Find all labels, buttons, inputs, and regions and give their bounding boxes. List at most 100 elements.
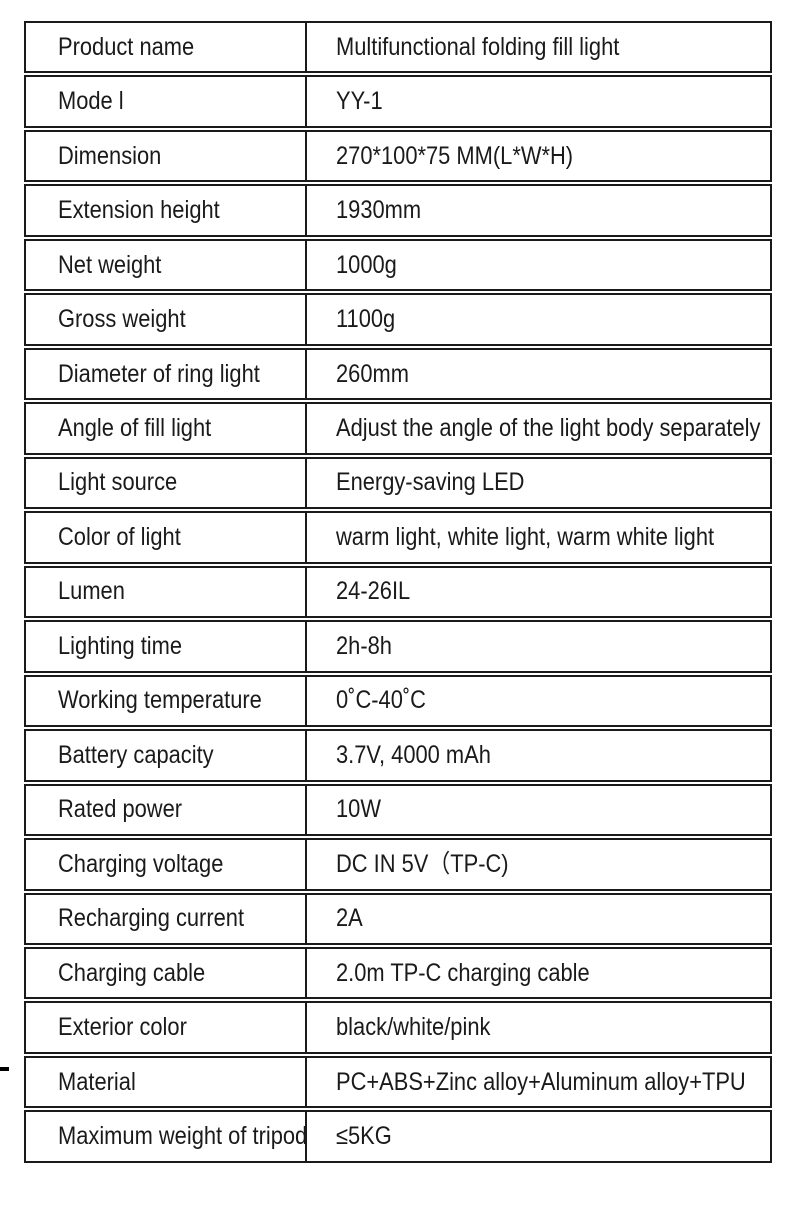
spec-label: Charging cable xyxy=(58,958,206,987)
spec-label: Mode l xyxy=(58,87,124,116)
spec-value-cell: ≤5KG xyxy=(305,1112,770,1161)
spec-value: Energy-saving LED xyxy=(336,468,525,497)
spec-value-cell: Energy-saving LED xyxy=(305,458,770,508)
spec-value: DC IN 5V（TP-C) xyxy=(336,849,509,878)
spec-value-cell: Adjust the angle of the light body separ… xyxy=(305,404,770,453)
spec-value: 2h-8h xyxy=(336,631,392,660)
spec-value-cell: 2h-8h xyxy=(305,622,770,671)
spec-label: Diameter of ring light xyxy=(58,359,260,388)
spec-value: Multifunctional folding fill light xyxy=(336,32,620,61)
table-row: Maximum weight of tripod ≤5KG xyxy=(24,1110,772,1163)
spec-value-cell: 1930mm xyxy=(305,186,770,235)
spec-value: Adjust the angle of the light body separ… xyxy=(336,414,761,443)
table-row: Mode l YY-1 xyxy=(24,75,772,128)
spec-label-cell: Color of light xyxy=(26,513,305,561)
spec-value: 1000g xyxy=(336,250,397,279)
spec-label-cell: Maximum weight of tripod xyxy=(26,1112,305,1160)
spec-value-cell: DC IN 5V（TP-C) xyxy=(305,840,770,889)
table-row: Material PC+ABS+Zinc alloy+Aluminum allo… xyxy=(24,1055,772,1109)
spec-label-cell: Charging voltage xyxy=(26,840,305,888)
table-row: Net weight 1000g xyxy=(24,238,772,292)
spec-value: YY-1 xyxy=(336,87,383,116)
spec-value: 2.0m TP-C charging cable xyxy=(336,958,590,987)
spec-value: 2A xyxy=(336,904,363,933)
spec-value-cell: 270*100*75 MM(L*W*H) xyxy=(305,131,770,181)
spec-value: 0˚C-40˚C xyxy=(336,686,426,715)
spec-label: Gross weight xyxy=(58,305,186,334)
table-row: Exterior color black/white/pink xyxy=(24,1001,772,1054)
spec-value-cell: 10W xyxy=(305,785,770,835)
spec-value: 1930mm xyxy=(336,196,422,225)
spec-label-cell: Gross weight xyxy=(26,295,305,343)
table-row: Lighting time 2h-8h xyxy=(24,620,772,673)
table-row: Working temperature 0˚C-40˚C xyxy=(24,674,772,728)
spec-label-cell: Rated power xyxy=(26,786,305,834)
spec-label: Rated power xyxy=(58,795,183,824)
spec-value-cell: 0˚C-40˚C xyxy=(305,676,770,726)
spec-label: Net weight xyxy=(58,250,162,279)
table-row: Recharging current 2A xyxy=(24,892,772,945)
spec-label: Dimension xyxy=(58,141,162,170)
spec-label-cell: Angle of fill light xyxy=(26,404,305,452)
spec-label: Product name xyxy=(58,32,195,61)
table-row: Angle of fill light Adjust the angle of … xyxy=(24,402,772,455)
spec-value-cell: 260mm xyxy=(305,349,770,399)
table-row: Rated power 10W xyxy=(24,783,772,837)
left-edge-tick xyxy=(0,1067,9,1071)
spec-value: 270*100*75 MM(L*W*H) xyxy=(336,141,574,170)
spec-value: 1100g xyxy=(336,305,396,334)
spec-value: ≤5KG xyxy=(336,1122,392,1151)
spec-label-cell: Charging cable xyxy=(26,949,305,997)
table-row: Battery capacity 3.7V, 4000 mAh xyxy=(24,729,772,782)
spec-value-cell: YY-1 xyxy=(305,77,770,126)
table-row: Diameter of ring light 260mm xyxy=(24,347,772,401)
spec-label-cell: Lumen xyxy=(26,568,305,616)
spec-table: Product name Multifunctional folding fil… xyxy=(24,21,772,1163)
spec-value-cell: 3.7V, 4000 mAh xyxy=(305,731,770,780)
table-row: Extension height 1930mm xyxy=(24,184,772,237)
table-row: Lumen 24-26IL xyxy=(24,565,772,619)
spec-label-cell: Dimension xyxy=(26,132,305,180)
spec-label: Charging voltage xyxy=(58,849,224,878)
spec-value: 3.7V, 4000 mAh xyxy=(336,740,491,769)
spec-label: Angle of fill light xyxy=(58,414,212,443)
table-row: Light source Energy-saving LED xyxy=(24,456,772,510)
spec-label: Lighting time xyxy=(58,631,183,660)
table-row: Dimension 270*100*75 MM(L*W*H) xyxy=(24,129,772,183)
table-row: Product name Multifunctional folding fil… xyxy=(24,21,772,74)
spec-value-cell: PC+ABS+Zinc alloy+Aluminum alloy+TPU xyxy=(305,1057,770,1107)
table-row: Color of light warm light, white light, … xyxy=(24,511,772,564)
spec-value-cell: warm light, white light, warm white ligh… xyxy=(305,513,770,562)
spec-label: Lumen xyxy=(58,577,125,606)
spec-label: Light source xyxy=(58,468,178,497)
spec-label: Recharging current xyxy=(58,904,245,933)
spec-value-cell: 2.0m TP-C charging cable xyxy=(305,948,770,998)
spec-label-cell: Diameter of ring light xyxy=(26,350,305,398)
spec-value-cell: black/white/pink xyxy=(305,1003,770,1052)
spec-value: 24-26IL xyxy=(336,577,411,606)
spec-label: Battery capacity xyxy=(58,740,214,769)
spec-label-cell: Recharging current xyxy=(26,895,305,943)
spec-value-cell: 1000g xyxy=(305,240,770,290)
spec-label-cell: Light source xyxy=(26,459,305,507)
spec-label-cell: Extension height xyxy=(26,186,305,234)
spec-label: Color of light xyxy=(58,522,181,551)
spec-label: Maximum weight of tripod xyxy=(58,1122,305,1151)
spec-value: 10W xyxy=(336,795,381,824)
table-row: Charging voltage DC IN 5V（TP-C) xyxy=(24,838,772,891)
spec-value: black/white/pink xyxy=(336,1013,491,1042)
spec-value: PC+ABS+Zinc alloy+Aluminum alloy+TPU xyxy=(336,1067,746,1096)
spec-value-cell: Multifunctional folding fill light xyxy=(305,23,770,72)
spec-label: Extension height xyxy=(58,196,220,225)
spec-label: Material xyxy=(58,1067,136,1096)
spec-label-cell: Net weight xyxy=(26,241,305,289)
spec-label: Working temperature xyxy=(58,686,262,715)
spec-value-cell: 1100g xyxy=(305,295,770,344)
spec-label: Exterior color xyxy=(58,1013,187,1042)
spec-label-cell: Product name xyxy=(26,23,305,71)
spec-label-cell: Exterior color xyxy=(26,1003,305,1051)
spec-label-cell: Working temperature xyxy=(26,677,305,725)
table-row: Charging cable 2.0m TP-C charging cable xyxy=(24,946,772,1000)
spec-value: 260mm xyxy=(336,359,409,388)
